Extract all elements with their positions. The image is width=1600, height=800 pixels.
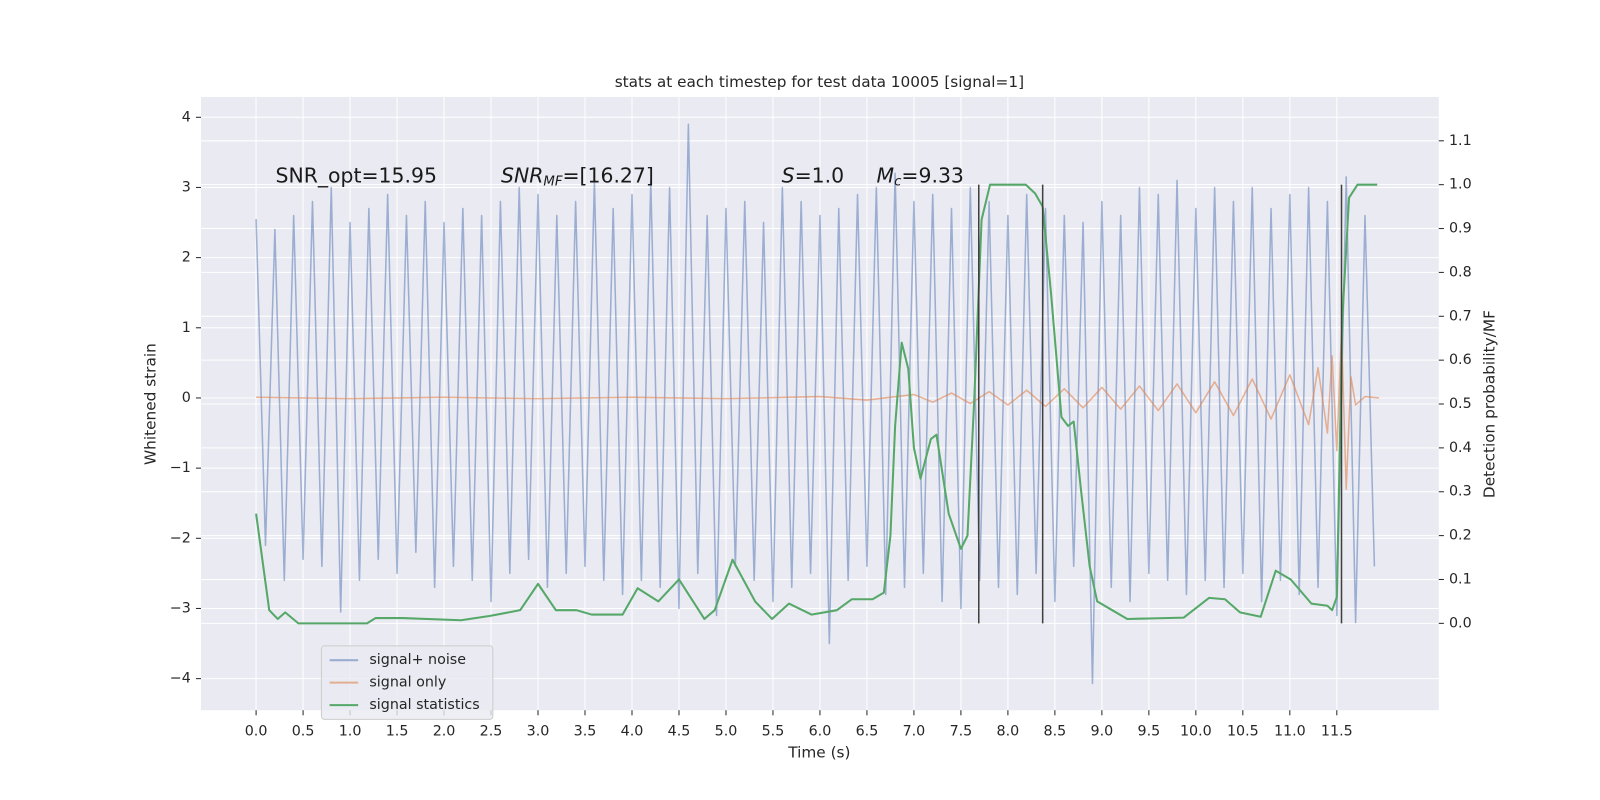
y-tick-label: 4 — [182, 109, 191, 125]
x-tick-label: 4.5 — [668, 724, 691, 740]
annotation: Mc=9.33 — [877, 164, 964, 190]
x-tick-label: 1.5 — [386, 724, 409, 740]
annotation-symbol: M — [877, 164, 895, 188]
series-line — [255, 183, 1378, 625]
y2-tick-label: 0.9 — [1449, 221, 1472, 237]
y2-tick-label: 0.2 — [1449, 528, 1472, 544]
x-tick-label: 6.5 — [856, 724, 879, 740]
y2-axis-label: Detection probability/MF — [1480, 310, 1498, 498]
x-tick-label: 1.0 — [339, 724, 362, 740]
x-tick-label: 8.0 — [997, 724, 1020, 740]
legend-label: signal only — [369, 675, 446, 691]
x-tick-label: 11.5 — [1321, 724, 1353, 740]
y-tick-label: −1 — [170, 460, 191, 476]
x-tick-label: 7.0 — [903, 724, 926, 740]
annotation-subscript: MF — [543, 175, 562, 190]
annotation-text: =[16.27] — [562, 164, 653, 188]
x-tick-label: 11.0 — [1274, 724, 1306, 740]
x-tick-label: 5.0 — [715, 724, 738, 740]
x-axis-label: Time (s) — [787, 744, 850, 762]
x-tick-label: 10.0 — [1180, 724, 1212, 740]
x-tick-label: 6.0 — [809, 724, 832, 740]
y-tick-label: −4 — [170, 671, 191, 687]
legend: signal+ noise signal only signal statistic… — [320, 645, 494, 720]
y2-tick-label: 0.5 — [1449, 396, 1472, 412]
y-axis-label: Whitened strain — [142, 343, 160, 465]
chart-title: stats at each timestep for test data 100… — [615, 73, 1024, 91]
x-tick-label: 2.5 — [480, 724, 503, 740]
y-tick-label: −2 — [170, 530, 191, 546]
annotation-subscript: c — [894, 175, 902, 190]
x-tick-label: 0.0 — [245, 724, 268, 740]
y2-tick-label: 0.6 — [1449, 352, 1472, 368]
series-line — [256, 330, 1380, 490]
x-tick-label: 5.5 — [762, 724, 785, 740]
x-tick-label: 0.5 — [292, 724, 315, 740]
y2-tick-label: 1.0 — [1449, 177, 1472, 193]
x-tick-label: 3.5 — [574, 724, 597, 740]
legend-label: signal+ noise — [369, 652, 466, 668]
annotation: SNRMF=[16.27] — [501, 164, 654, 190]
x-tick-label: 7.5 — [950, 724, 973, 740]
y2-tick-label: 0.1 — [1449, 571, 1472, 587]
annotation: S=1.0 — [782, 164, 844, 188]
x-tick-label: 9.0 — [1091, 724, 1114, 740]
y-tick-label: −3 — [170, 600, 191, 616]
x-tick-label: 4.0 — [621, 724, 644, 740]
x-tick-label: 3.0 — [527, 724, 550, 740]
x-tick-label: 8.5 — [1044, 724, 1067, 740]
y-tick-label: 1 — [182, 320, 191, 336]
labels: 0.0 0.5 1.0 1.5 2.0 2.5 3.0 3.5 4.0 4.5 5.0 5.5 6.0 6… — [170, 109, 1472, 739]
annotation-symbol: S — [782, 164, 795, 188]
annotation-text: =1.0 — [795, 164, 845, 188]
y-tick-label: 0 — [182, 390, 191, 406]
annotation-symbol: SNR — [501, 164, 543, 188]
y2-tick-label: 0.3 — [1449, 484, 1472, 500]
legend-label: signal statistics — [369, 697, 479, 713]
x-tick-label: 2.0 — [433, 724, 456, 740]
y-tick-label: 2 — [182, 250, 191, 266]
annotation: SNR_opt=15.95 — [276, 164, 437, 189]
y2-tick-label: 1.1 — [1449, 133, 1472, 149]
legend-box — [320, 645, 494, 720]
y2-tick-label: 0.4 — [1449, 440, 1472, 456]
marks — [255, 123, 1380, 685]
y2-tick-label: 0.0 — [1449, 615, 1472, 631]
annotation-text: =9.33 — [901, 164, 964, 188]
x-tick-label: 10.5 — [1227, 724, 1259, 740]
y2-tick-label: 0.8 — [1449, 264, 1472, 280]
y2-tick-label: 0.7 — [1449, 308, 1472, 324]
x-tick-label: 9.5 — [1138, 724, 1161, 740]
y-tick-label: 3 — [182, 179, 191, 195]
series-line — [255, 123, 1376, 685]
